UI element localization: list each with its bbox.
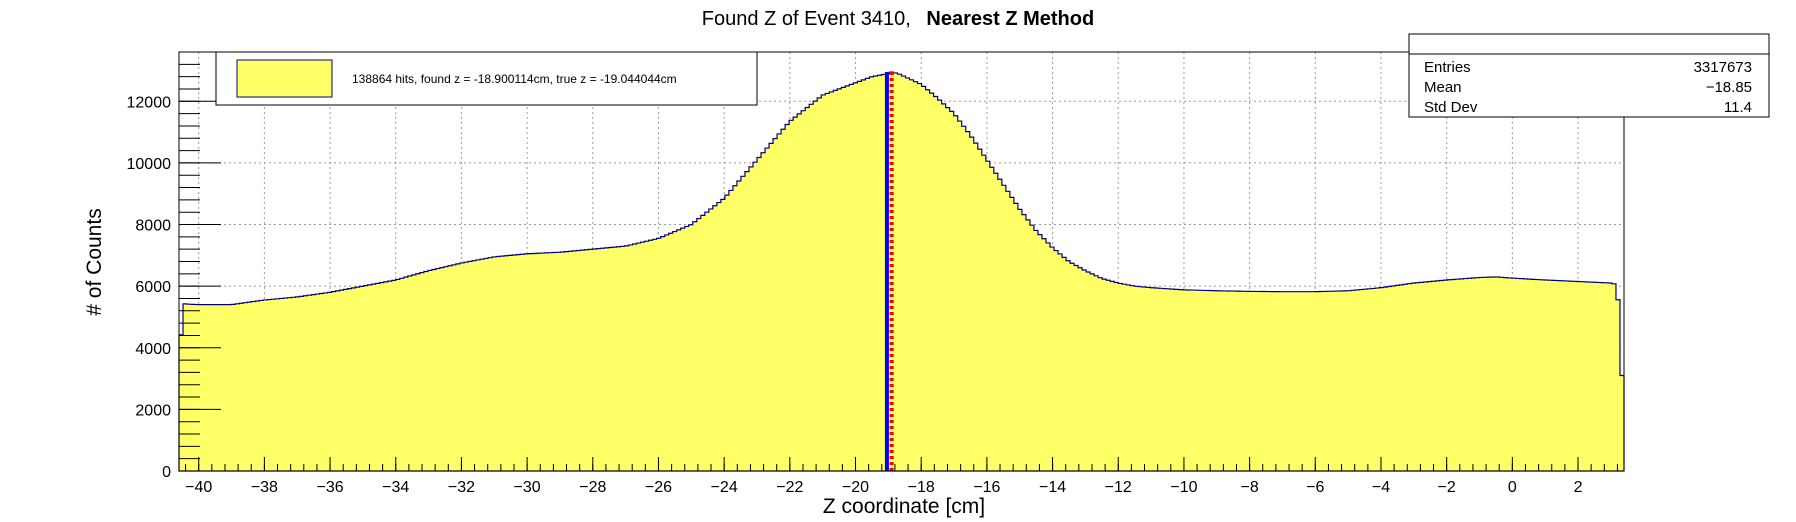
x-tick-label: −22	[776, 479, 803, 496]
y-axis-label: # of Counts	[83, 208, 106, 315]
stats-value: −18.85	[1706, 79, 1752, 96]
x-tick-label: −40	[185, 479, 212, 496]
marker-lines	[884, 72, 894, 471]
x-tick-label: −38	[251, 479, 278, 496]
x-tick-label: −2	[1438, 479, 1456, 496]
stats-label: Mean	[1424, 79, 1462, 96]
x-tick-label: 0	[1508, 479, 1517, 496]
y-tick-label: 8000	[135, 218, 171, 235]
y-tick-label: 10000	[127, 156, 172, 173]
x-tick-label: 2	[1574, 479, 1583, 496]
y-tick-label: 0	[162, 464, 171, 481]
chart-title-main: Found Z of Event 3410,	[702, 8, 911, 30]
x-tick-label: −24	[711, 479, 738, 496]
y-tick-label: 6000	[135, 279, 171, 296]
legend: 138864 hits, found z = -18.900114cm, tru…	[215, 51, 758, 106]
x-tick-label: −4	[1372, 479, 1390, 496]
x-tick-label: −36	[316, 479, 343, 496]
x-tick-label: −28	[579, 479, 606, 496]
legend-swatch	[236, 59, 333, 98]
x-tick-label: −8	[1240, 479, 1258, 496]
histogram-area	[178, 71, 1625, 472]
x-tick-label: −20	[842, 479, 869, 496]
x-tick-label: −14	[1039, 479, 1066, 496]
stats-label: Std Dev	[1424, 99, 1478, 116]
stats-value: 11.4	[1724, 99, 1752, 116]
stats-frame	[1408, 33, 1770, 118]
y-tick-label: 4000	[135, 341, 171, 358]
x-tick-label: −18	[908, 479, 935, 496]
x-tick-label: −26	[645, 479, 672, 496]
x-tick-label: −32	[448, 479, 475, 496]
x-tick-label: −6	[1306, 479, 1324, 496]
chart-title-bold: Nearest Z Method	[926, 8, 1094, 30]
stats-box: Entries 3317673 Mean −18.85 Std Dev 11.4	[1408, 33, 1770, 118]
x-tick-label: −10	[1170, 479, 1197, 496]
stats-value: 3317673	[1694, 59, 1752, 76]
y-tick-label: 2000	[135, 402, 171, 419]
chart-title: Found Z of Event 3410, Nearest Z Method	[702, 8, 1094, 30]
histogram-series	[178, 71, 1625, 472]
y-tick-label: 12000	[127, 94, 172, 111]
x-tick-label: −12	[1105, 479, 1132, 496]
x-tick-label: −16	[973, 479, 1000, 496]
x-axis-label: Z coordinate [cm]	[823, 495, 985, 518]
legend-label: 138864 hits, found z = -18.900114cm, tru…	[352, 72, 677, 86]
x-tick-label: −30	[514, 479, 541, 496]
x-tick-label: −34	[382, 479, 409, 496]
stats-label: Entries	[1424, 59, 1471, 76]
axes: −40 −38 −36 −34 −32 −30 −28 −26 −24 −22 −20 −18 −16−…	[127, 51, 1618, 496]
